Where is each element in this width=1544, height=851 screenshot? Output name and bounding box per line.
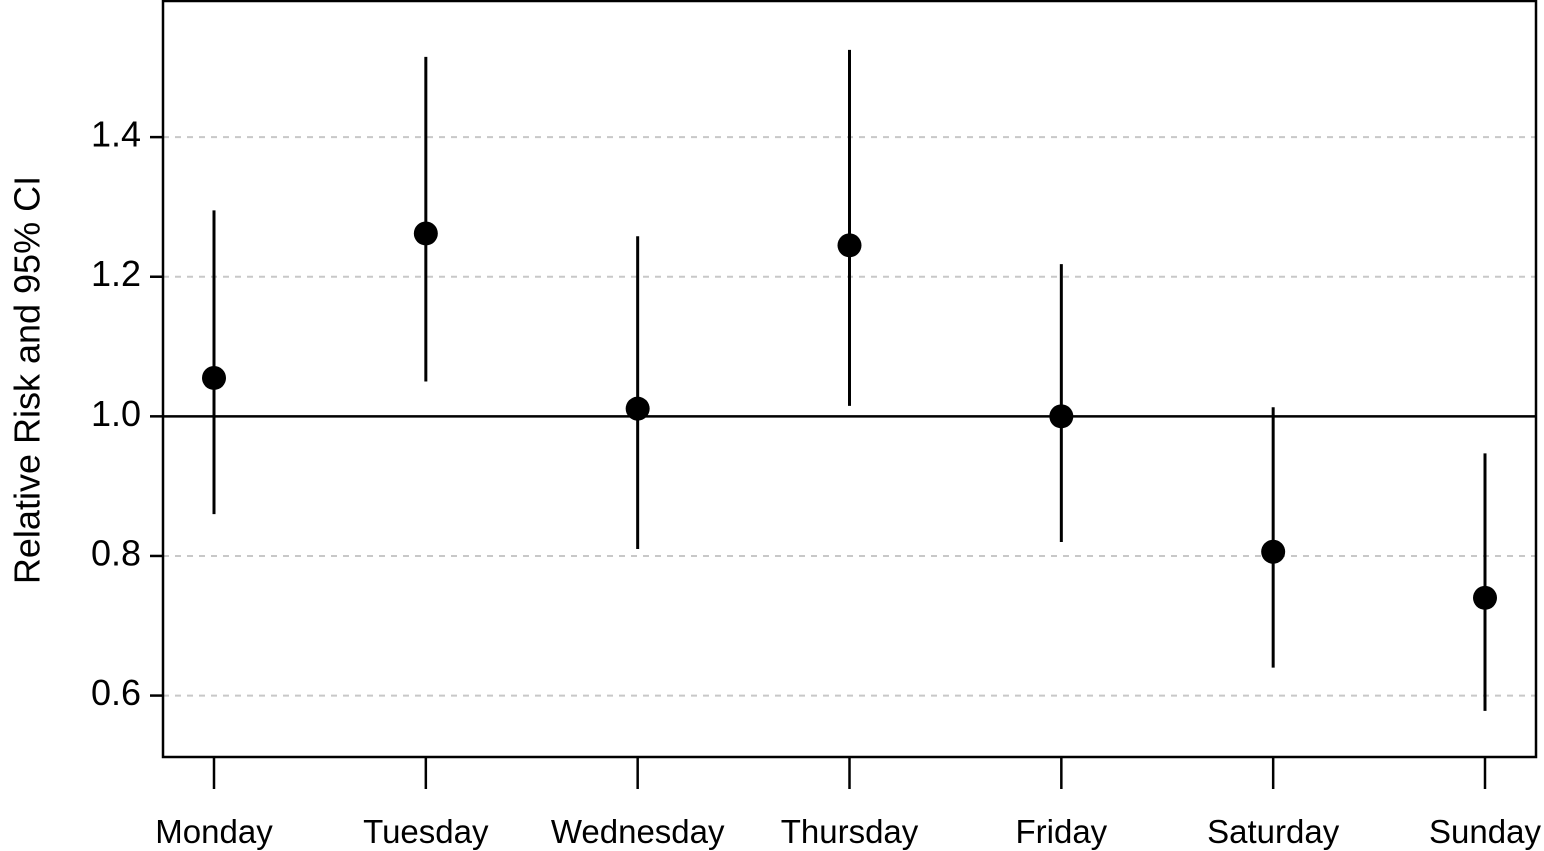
- x-tick-label: Tuesday: [363, 813, 489, 850]
- point-estimate: [625, 396, 650, 421]
- point-estimate: [202, 365, 226, 390]
- x-tick-label: Sunday: [1429, 813, 1541, 850]
- x-tick-label: Saturday: [1207, 813, 1340, 850]
- y-tick-label: 0.6: [91, 672, 141, 713]
- x-axis: Monday Tuesday Wednesday Thursday Friday Satu…: [155, 757, 1541, 850]
- x-tick-label: Monday: [155, 813, 273, 850]
- y-axis: 0.6 0.8 1.0 1.2 1.4: [91, 114, 163, 713]
- y-tick-label: 1.2: [91, 253, 141, 294]
- y-tick-label: 1.0: [91, 393, 141, 434]
- point-estimate: [413, 221, 438, 246]
- y-tick-label: 0.8: [91, 532, 141, 573]
- y-tick-label: 1.4: [91, 114, 141, 155]
- x-tick-label: Thursday: [781, 813, 919, 850]
- point-estimate: [1261, 539, 1286, 564]
- point-estimate: [1049, 404, 1074, 429]
- confidence-intervals: [212, 49, 1487, 711]
- y-axis-title: Relative Risk and 95% CI: [7, 176, 48, 584]
- x-tick-label: Friday: [1015, 813, 1107, 850]
- point-estimates: [202, 221, 1497, 610]
- x-tick-label: Wednesday: [551, 813, 725, 850]
- point-estimate: [837, 233, 862, 258]
- point-estimate: [1473, 585, 1497, 610]
